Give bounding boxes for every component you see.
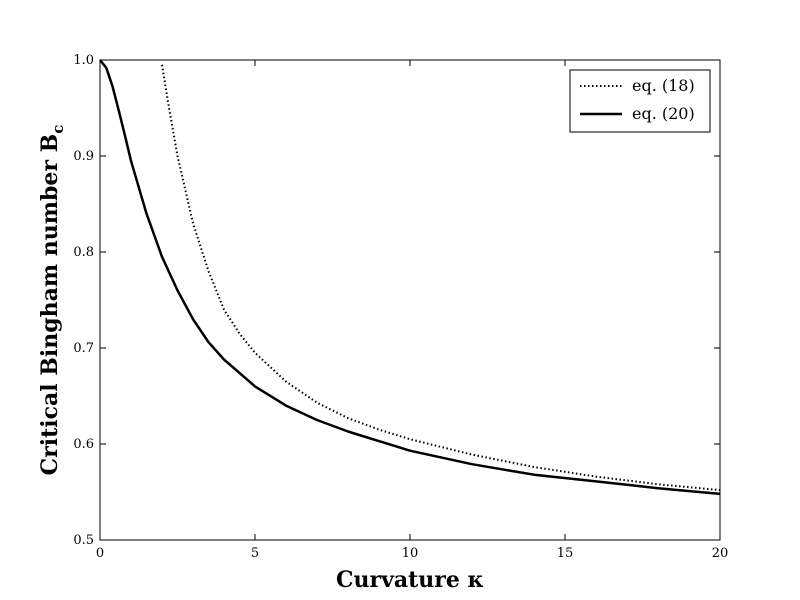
x-tick-label: 0: [96, 546, 104, 561]
legend-label-eq20: eq. (20): [632, 104, 695, 123]
y-tick-label: 1.0: [73, 53, 94, 68]
legend-box: [569, 69, 711, 133]
x-tick-label: 15: [557, 546, 574, 561]
y-tick-label: 0.6: [73, 437, 94, 452]
series-line-eq20: [99, 59, 721, 496]
series-line-eq18: [161, 64, 721, 492]
legend: eq. (18) eq. (20): [569, 69, 711, 133]
x-tick-label: 20: [712, 546, 729, 561]
y-tick-label: 0.9: [73, 149, 94, 164]
y-axis-title-group: Critical Bingham number Bc: [37, 125, 67, 476]
y-tick-label: 0.5: [73, 533, 94, 548]
series-layer: [99, 59, 721, 496]
legend-label-eq18: eq. (18): [632, 76, 695, 95]
y-tick-label: 0.8: [73, 245, 94, 260]
ticks-layer: 0 5 10 15 20 0.5 0.6 0.7 0.8 0.9 1.0: [73, 53, 728, 561]
x-axis-title: Curvature κ: [336, 567, 484, 593]
x-tick-label: 5: [251, 546, 259, 561]
y-axis-title-subscript: c: [49, 125, 67, 134]
x-tick-label: 10: [402, 546, 419, 561]
y-tick-label: 0.7: [73, 341, 94, 356]
y-axis-title-main: Critical Bingham number B: [37, 134, 63, 476]
y-axis-title: Critical Bingham number Bc: [37, 125, 67, 476]
